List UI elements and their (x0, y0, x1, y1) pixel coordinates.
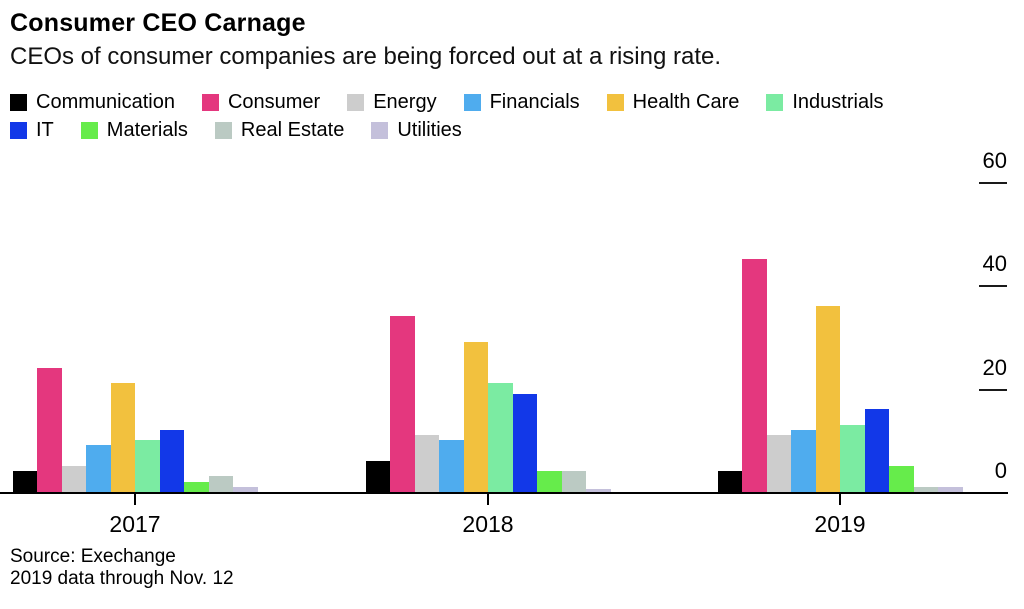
bar-it-2018 (512, 393, 537, 492)
legend-item-consumer: Consumer (201, 88, 321, 116)
legend-swatch-materials (80, 121, 98, 139)
bar-real-estate-2018 (561, 471, 586, 492)
bar-materials-2018 (537, 471, 562, 492)
legend-label-utilities: Utilities (397, 119, 462, 141)
y-tick-label-0: 0 (994, 458, 1007, 483)
legend-label-consumer: Consumer (227, 91, 321, 113)
legend-label-energy: Energy (373, 91, 437, 113)
legend-item-energy: Energy (347, 88, 437, 116)
legend-swatch-communication (10, 93, 27, 111)
chart-title: Consumer CEO Carnage (10, 9, 306, 37)
bar-group-2018 (365, 316, 611, 492)
bar-communication-2019 (717, 471, 742, 492)
source-line: Source: Exechange (10, 546, 176, 567)
legend-swatch-it (10, 121, 27, 139)
bar-health-care-2019 (815, 305, 840, 492)
bar-health-care-2018 (463, 341, 488, 492)
legend-swatch-consumer (201, 93, 219, 111)
bar-real-estate-2019 (913, 486, 938, 492)
x-label-2019: 2019 (814, 511, 866, 537)
legend-swatch-health-care (606, 93, 624, 111)
y-tick-label-60: 60 (982, 147, 1007, 173)
bar-consumer-2018 (390, 316, 415, 492)
bar-financials-2019 (791, 429, 816, 492)
legend-row-2: IT Materials Real Estate Utilities (10, 116, 1000, 144)
legend-item-health-care: Health Care (606, 88, 740, 116)
bar-consumer-2019 (742, 259, 767, 492)
legend-item-industrials: Industrials (766, 88, 884, 116)
bar-group-2019 (717, 259, 963, 492)
source-note: Source: Exechange 2019 data through Nov.… (10, 546, 234, 590)
bar-utilities-2018 (586, 489, 611, 492)
y-tick-60 (979, 181, 1007, 184)
y-tick-20 (979, 388, 1007, 391)
y-tick-label-40: 40 (982, 251, 1007, 276)
legend-label-communication: Communication (36, 91, 175, 113)
x-axis-line (0, 492, 1008, 494)
legend-swatch-real-estate (214, 121, 232, 139)
chart-legend: Communication Consumer Energy Financials Hea… (10, 88, 1000, 144)
bar-utilities-2017 (233, 486, 258, 492)
legend-label-it: IT (36, 119, 54, 141)
bar-communication-2017 (12, 471, 37, 492)
bar-health-care-2017 (110, 383, 135, 492)
legend-swatch-financials (463, 93, 481, 111)
x-label-2017: 2017 (109, 511, 161, 537)
bar-industrials-2019 (840, 424, 865, 492)
y-tick-40 (979, 285, 1007, 287)
legend-item-utilities: Utilities (371, 116, 462, 144)
bar-materials-2019 (889, 466, 914, 492)
x-label-2018: 2018 (462, 511, 514, 537)
bar-energy-2017 (61, 466, 86, 492)
legend-label-real-estate: Real Estate (240, 119, 345, 141)
bar-energy-2019 (766, 435, 791, 492)
bar-materials-2017 (184, 481, 209, 492)
bar-energy-2018 (414, 435, 439, 492)
legend-swatch-industrials (766, 93, 784, 111)
bar-it-2017 (159, 429, 184, 492)
bar-real-estate-2017 (208, 476, 233, 492)
bar-consumer-2017 (37, 367, 62, 492)
legend-label-financials: Financials (489, 91, 580, 113)
bar-group-2017 (12, 367, 258, 492)
bar-industrials-2017 (135, 440, 160, 492)
legend-item-financials: Financials (463, 88, 580, 116)
legend-item-it: IT (10, 116, 54, 144)
legend-item-materials: Materials (80, 116, 188, 144)
bar-it-2019 (864, 409, 889, 492)
legend-row-1: Communication Consumer Energy Financials Hea… (10, 88, 1000, 116)
legend-item-communication: Communication (10, 88, 175, 116)
bar-utilities-2019 (938, 486, 963, 492)
legend-item-real-estate: Real Estate (214, 116, 345, 144)
legend-swatch-utilities (371, 121, 389, 139)
data-note-line: 2019 data through Nov. 12 (10, 568, 234, 589)
x-tick-2019 (839, 494, 841, 505)
legend-label-materials: Materials (106, 119, 188, 141)
x-tick-2018 (487, 494, 489, 505)
bar-communication-2018 (365, 460, 390, 492)
x-tick-2017 (134, 494, 136, 505)
legend-label-health-care: Health Care (632, 91, 740, 113)
legend-swatch-energy (347, 93, 365, 111)
bar-financials-2018 (439, 440, 464, 492)
legend-label-industrials: Industrials (792, 91, 884, 113)
chart-subtitle: CEOs of consumer companies are being for… (10, 43, 722, 70)
bar-financials-2017 (86, 445, 111, 492)
bar-industrials-2018 (488, 383, 513, 492)
y-tick-label-20: 20 (982, 354, 1007, 380)
